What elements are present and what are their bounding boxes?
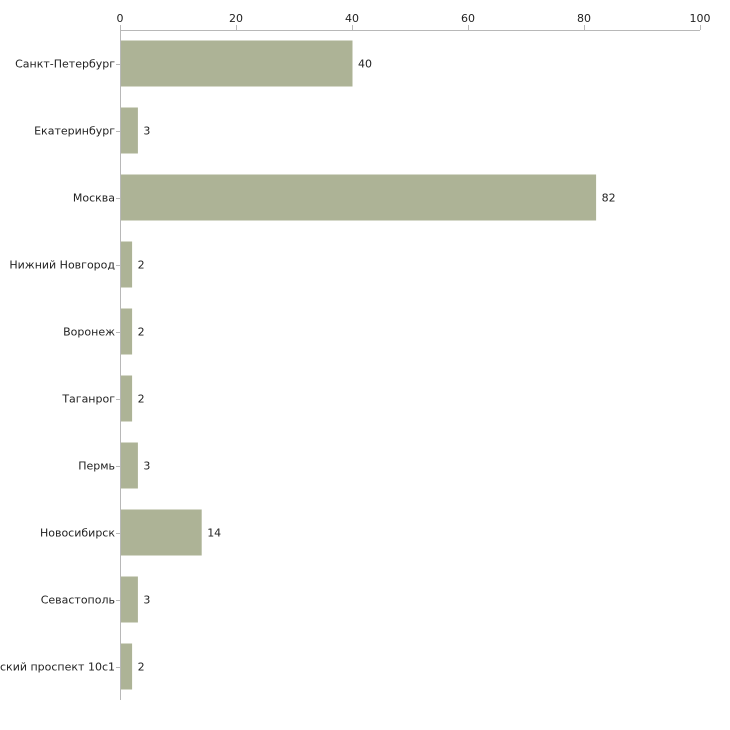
bar	[120, 241, 133, 288]
category-label: Нижний Новгород	[9, 259, 115, 272]
category-label: Новосибирск	[40, 527, 115, 540]
data-label: 2	[138, 393, 145, 406]
category-label: Пермь	[78, 460, 115, 473]
category-label: Воронеж	[63, 326, 115, 339]
data-label: 3	[143, 460, 150, 473]
bar	[120, 107, 138, 154]
category-label: Таганрог	[61, 393, 115, 406]
data-label: 2	[138, 326, 145, 339]
bar	[120, 308, 133, 355]
x-axis: 0 20 40 60 80 100	[117, 12, 711, 31]
y-axis: Санкт-Петербург Екатеринбург Москва Нижний …	[0, 30, 121, 700]
bar	[120, 576, 138, 623]
bars-group: 40 3 82 2 2 2 3 14 3 2	[120, 40, 616, 690]
x-tick-label: 60	[461, 12, 475, 25]
bar	[120, 643, 133, 690]
category-label: Севастополь	[41, 594, 115, 607]
category-label: вский проспект 10с1	[0, 661, 115, 674]
bar	[120, 40, 353, 87]
category-label: Санкт-Петербург	[15, 58, 115, 71]
data-label: 3	[143, 125, 150, 138]
bar	[120, 442, 138, 489]
x-tick-label: 20	[229, 12, 243, 25]
x-tick-label: 40	[345, 12, 359, 25]
data-label: 2	[138, 259, 145, 272]
x-tick-label: 100	[690, 12, 711, 25]
data-label: 14	[207, 527, 221, 540]
bar	[120, 509, 202, 556]
data-label: 40	[358, 58, 372, 71]
category-label: Москва	[73, 192, 115, 205]
data-label: 3	[143, 594, 150, 607]
category-label: Екатеринбург	[34, 125, 115, 138]
data-label: 2	[138, 661, 145, 674]
bar	[120, 174, 597, 221]
x-tick-label: 80	[577, 12, 591, 25]
x-tick-label: 0	[117, 12, 124, 25]
bar	[120, 375, 133, 422]
data-label: 82	[602, 192, 616, 205]
